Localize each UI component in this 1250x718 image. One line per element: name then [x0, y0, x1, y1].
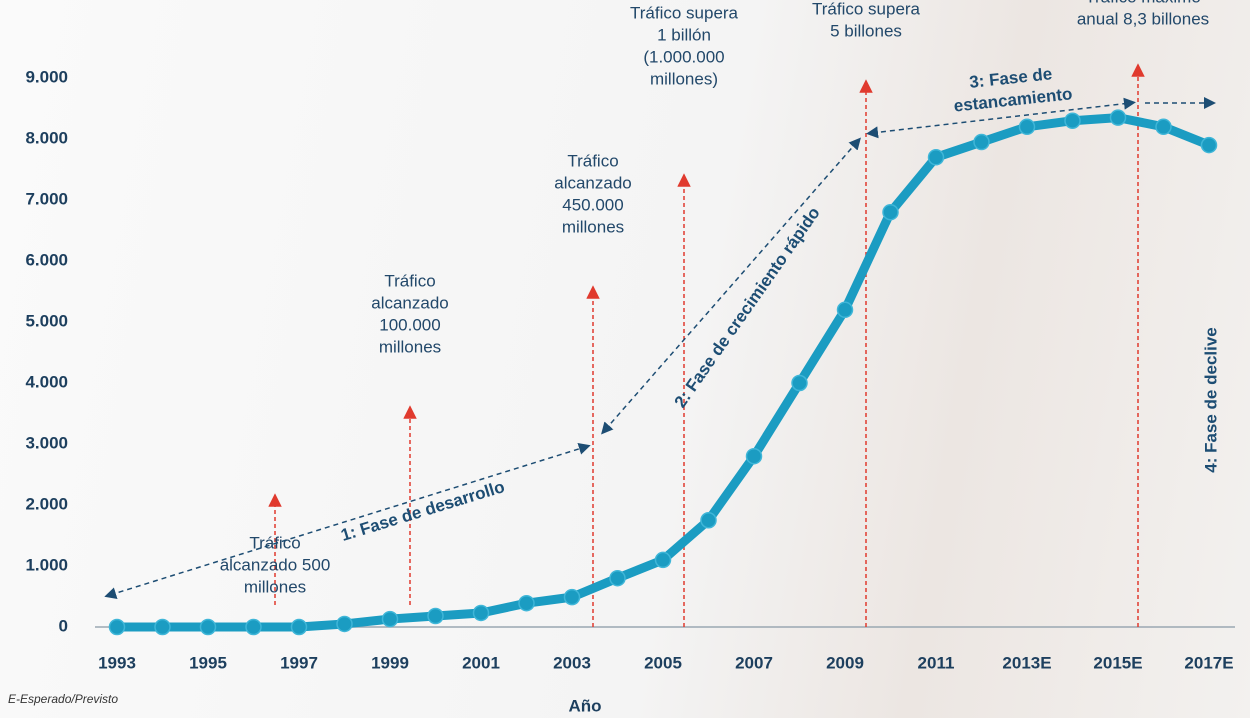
annotation-text: (1.000.000 [643, 47, 724, 66]
x-tick-label: 2015E [1093, 653, 1142, 672]
x-tick-label: 2003 [553, 653, 591, 672]
data-point [792, 376, 807, 391]
annotation-text: 5 billones [830, 21, 902, 40]
data-point [610, 571, 625, 586]
x-tick-label: 2001 [462, 653, 500, 672]
x-tick-label: 2005 [644, 653, 682, 672]
x-tick-label: 1997 [280, 653, 318, 672]
data-point [474, 605, 489, 620]
annotation-text: Tráfico supera [630, 3, 739, 22]
data-point [701, 513, 716, 528]
x-tick-label: 1993 [98, 653, 136, 672]
data-point [1111, 110, 1126, 125]
x-tick-label: 2017E [1184, 653, 1233, 672]
phase-text: 1: Fase de desarrollo [339, 477, 507, 545]
x-tick-label: 1999 [371, 653, 409, 672]
phase-text: 4: Fase de declive [1201, 327, 1220, 473]
y-tick-label: 7.000 [25, 189, 68, 208]
x-tick-label: 2013E [1002, 653, 1051, 672]
chart: E-Esperado/Previsto Año 0 1.000 2.000 3.000… [0, 0, 1250, 718]
annotation-text: millones) [650, 69, 718, 88]
data-point [1020, 119, 1035, 134]
annotation-text: millones [379, 337, 441, 356]
annotation-text: 450.000 [562, 195, 623, 214]
annotation-text: Tráfico [384, 271, 435, 290]
y-tick-label: 3.000 [25, 433, 68, 452]
y-tick-label: 8.000 [25, 128, 68, 147]
y-tick-label: 6.000 [25, 250, 68, 269]
data-point [428, 609, 443, 624]
annotation-text: Tráfico [567, 151, 618, 170]
y-tick-label: 2.000 [25, 494, 68, 513]
data-point [1202, 138, 1217, 153]
note: E-Esperado/Previsto [8, 692, 118, 706]
data-point [929, 150, 944, 165]
y-tick-label: 1.000 [25, 555, 68, 574]
annotation-text: Tráfico máximo [1085, 0, 1201, 6]
phase-arrow [605, 142, 857, 430]
annotation-text: 1 billón [657, 25, 711, 44]
data-point [155, 620, 170, 635]
annotation-text: alcanzado [371, 293, 449, 312]
y-tick-label: 5.000 [25, 311, 68, 330]
data-point [110, 620, 125, 635]
annotation-text: millones [562, 217, 624, 236]
data-point [383, 612, 398, 627]
data-point [337, 616, 352, 631]
annotation-text: anual 8,3 billones [1077, 9, 1209, 28]
annotation-text: alcanzado [554, 173, 632, 192]
data-point [1156, 119, 1171, 134]
x-tick-label: 2009 [826, 653, 864, 672]
y-tick-label: 0 [59, 616, 68, 635]
phase-arrow [110, 447, 585, 595]
data-point [201, 620, 216, 635]
data-point [883, 205, 898, 220]
data-point [747, 449, 762, 464]
phase-label: 1: Fase de desarrollo [339, 477, 507, 545]
data-point [246, 620, 261, 635]
data-point [519, 596, 534, 611]
data-point [292, 620, 307, 635]
data-point [565, 590, 580, 605]
x-axis-title: Año [568, 696, 601, 715]
annotation-text: alcanzado 500 [220, 555, 331, 574]
x-tick-label: 2011 [918, 653, 955, 672]
y-tick-label: 9.000 [25, 67, 68, 86]
x-tick-label: 2007 [735, 653, 773, 672]
data-point [1065, 113, 1080, 128]
annotation-text: 100.000 [379, 315, 440, 334]
data-point [974, 135, 989, 150]
annotation-text: Tráfico supera [812, 0, 921, 18]
x-tick-label: 1995 [189, 653, 227, 672]
phase-label: 4: Fase de declive [1201, 327, 1220, 473]
data-point [838, 302, 853, 317]
y-tick-label: 4.000 [25, 372, 68, 391]
data-point [656, 552, 671, 567]
annotation-text: millones [244, 577, 306, 596]
